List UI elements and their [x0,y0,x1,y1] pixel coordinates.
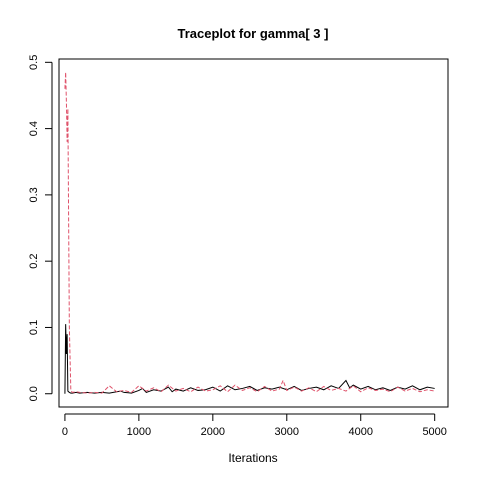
series-line-1 [64,324,435,394]
y-tick-label: 0.3 [28,187,40,202]
x-tick-label: 2000 [201,426,225,438]
y-tick-label: 0.0 [28,386,40,401]
plot-frame [58,58,449,408]
series-line-2 [64,72,435,394]
y-tick-label: 0.2 [28,254,40,269]
y-tick-label: 0.1 [28,320,40,335]
y-tick-label: 0.5 [28,55,40,70]
x-axis-label: Iterations [228,451,277,465]
x-tick-label: 3000 [275,426,299,438]
x-tick-label: 5000 [422,426,446,438]
x-tick-label: 1000 [127,426,151,438]
series-layer [64,72,435,394]
y-tick-label: 0.4 [28,121,40,136]
y-axis: 0.0 0.1 0.2 0.3 0.4 0.5 [28,55,53,401]
x-tick-label: 4000 [348,426,372,438]
x-tick-label: 0 [62,426,68,438]
chart-title: Traceplot for gamma[ 3 ] [178,26,329,41]
x-axis: 0 1000 2000 3000 4000 5000 [62,413,447,438]
